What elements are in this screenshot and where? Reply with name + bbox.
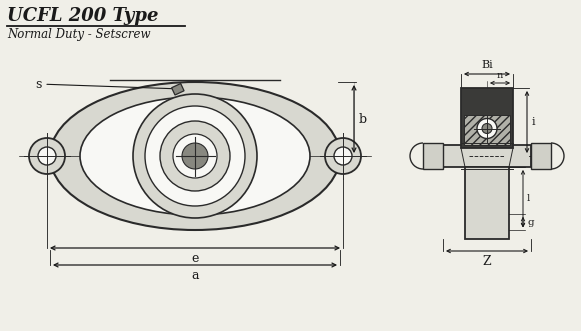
Text: s: s [35, 77, 179, 90]
Circle shape [334, 147, 352, 165]
Text: Normal Duty - Setscrew: Normal Duty - Setscrew [7, 28, 150, 41]
Text: Bi: Bi [481, 60, 493, 70]
Bar [531, 143, 551, 169]
Text: UCFL 200 Type: UCFL 200 Type [7, 7, 159, 25]
Text: g: g [527, 217, 533, 227]
Circle shape [182, 143, 208, 169]
Bar [443, 145, 531, 167]
Circle shape [482, 123, 492, 133]
Circle shape [29, 138, 65, 174]
Bar [423, 143, 443, 169]
Circle shape [38, 147, 56, 165]
Bar [171, 83, 184, 95]
Text: i: i [532, 117, 536, 127]
Text: Z: Z [483, 255, 492, 268]
Circle shape [477, 118, 497, 138]
Circle shape [145, 106, 245, 206]
Bar [465, 167, 509, 239]
Circle shape [160, 121, 230, 191]
Bar [464, 115, 510, 145]
Ellipse shape [50, 82, 340, 230]
Circle shape [133, 94, 257, 218]
Text: b: b [359, 113, 367, 125]
Circle shape [325, 138, 361, 174]
Text: a: a [191, 269, 199, 282]
Text: e: e [191, 252, 199, 265]
Bar [461, 88, 513, 148]
Circle shape [173, 134, 217, 178]
Ellipse shape [80, 97, 310, 215]
Text: l: l [527, 194, 530, 203]
Text: n: n [497, 71, 503, 80]
